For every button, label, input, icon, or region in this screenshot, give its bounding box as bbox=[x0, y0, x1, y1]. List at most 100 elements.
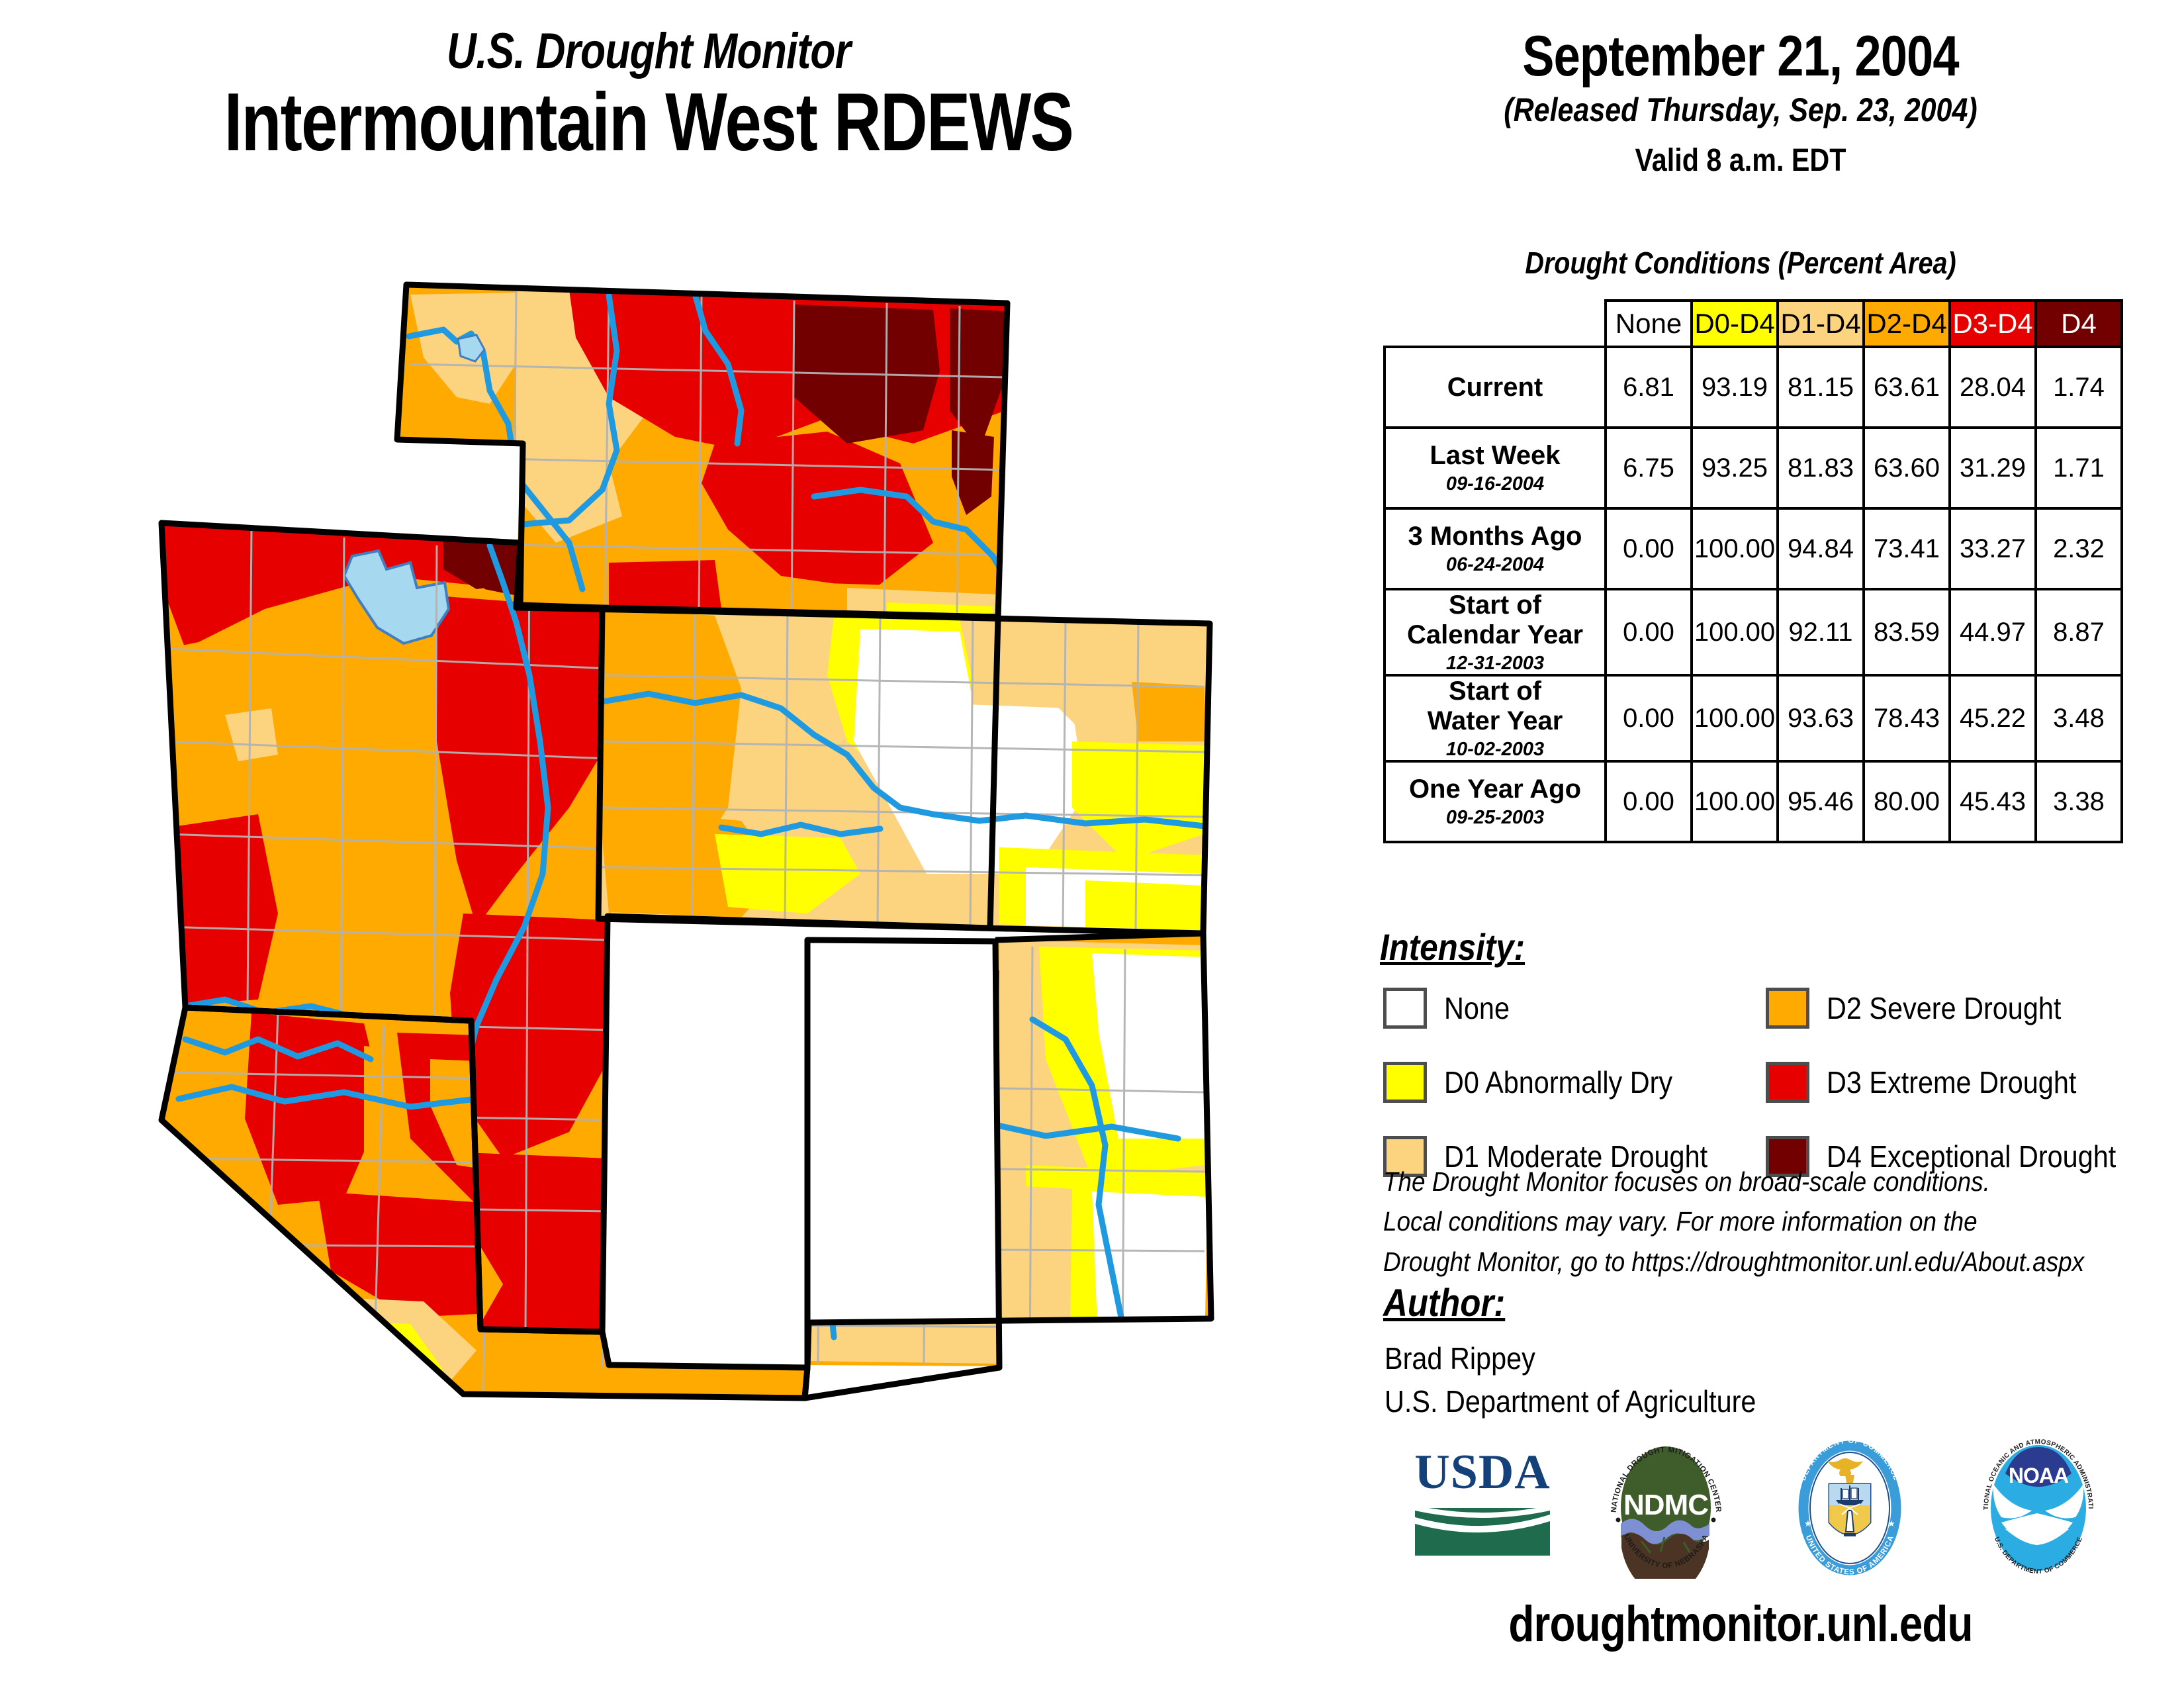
table-cell-value: 0.00 bbox=[1604, 507, 1693, 590]
table-cell-value: 45.43 bbox=[1948, 760, 2037, 844]
released-date: (Released Thursday, Sep. 23, 2004) bbox=[1504, 91, 1978, 129]
svg-text:★: ★ bbox=[1888, 1519, 1895, 1528]
legend-swatch-d0 bbox=[1383, 1062, 1427, 1103]
row-label-line: Calendar Year bbox=[1406, 620, 1584, 649]
col-header-d4: D4 bbox=[2034, 299, 2123, 348]
table-cell-value: 100.00 bbox=[1690, 760, 1779, 844]
legend-swatch-none bbox=[1383, 988, 1427, 1029]
col-header-none: None bbox=[1604, 299, 1693, 348]
table-cell-value: 94.84 bbox=[1776, 507, 1865, 590]
col-header-d0-d4: D0-D4 bbox=[1690, 299, 1779, 348]
table-row: Current 6.81 93.19 81.15 63.61 28.04 1.74 bbox=[1383, 346, 2123, 429]
date-block: September 21, 2004 (Released Thursday, S… bbox=[1297, 26, 2184, 187]
table-row: One Year Ago 09-25-2003 0.00 100.00 95.46 80.… bbox=[1383, 760, 2123, 844]
legend-swatch-d4 bbox=[1766, 1136, 1809, 1177]
row-label-date: 06-24-2004 bbox=[1445, 554, 1545, 576]
table-cell-value: 8.87 bbox=[2034, 587, 2123, 677]
legend-label-d3: D3 Extreme Drought bbox=[1827, 1065, 2077, 1100]
row-label: Start of Calendar Year 12-31-2003 bbox=[1383, 587, 1607, 677]
legend-item-d3: D3 Extreme Drought bbox=[1766, 1053, 2148, 1112]
table-cell-value: 63.60 bbox=[1862, 426, 1951, 510]
row-label-date: 10-02-2003 bbox=[1445, 738, 1545, 760]
table-cell-value: 63.61 bbox=[1862, 346, 1951, 429]
table-cell-value: 100.00 bbox=[1690, 587, 1779, 677]
row-label: Last Week 09-16-2004 bbox=[1383, 426, 1607, 510]
table-cell-value: 0.00 bbox=[1604, 760, 1693, 844]
disclaimer-line-1: The Drought Monitor focuses on broad-sca… bbox=[1383, 1166, 1990, 1197]
table-cell-value: 100.00 bbox=[1690, 674, 1779, 763]
legend-item-d4: D4 Exceptional Drought bbox=[1766, 1127, 2148, 1186]
legend-label-d4: D4 Exceptional Drought bbox=[1827, 1139, 2116, 1174]
department-of-commerce-logo: DEPARTMENT OF COMMERCE UNITED STATES OF … bbox=[1798, 1437, 1901, 1577]
row-label: Start of Water Year 10-02-2003 bbox=[1383, 674, 1607, 763]
table-row: Last Week 09-16-2004 6.75 93.25 81.83 63.60 31… bbox=[1383, 426, 2123, 510]
table-cell-value: 93.63 bbox=[1776, 674, 1865, 763]
legend-label-d0: D0 Abnormally Dry bbox=[1444, 1065, 1673, 1100]
legend-label-none: None bbox=[1444, 991, 1510, 1025]
table-cell-value: 31.29 bbox=[1948, 426, 2037, 510]
legend-swatch-d2 bbox=[1766, 988, 1809, 1029]
row-label-date: 12-31-2003 bbox=[1445, 652, 1545, 674]
site-url: droughtmonitor.unl.edu bbox=[1508, 1596, 1973, 1652]
table-cell-value: 93.25 bbox=[1690, 426, 1779, 510]
disclaimer-text: The Drought Monitor focuses on broad-sca… bbox=[1383, 1162, 2098, 1282]
table-cell-value: 3.48 bbox=[2034, 674, 2123, 763]
table-cell-value: 100.00 bbox=[1690, 507, 1779, 590]
table-cell-value: 0.00 bbox=[1604, 587, 1693, 677]
table-cell-value: 45.22 bbox=[1948, 674, 2037, 763]
valid-time: Valid 8 a.m. EDT bbox=[1635, 142, 1846, 178]
table-cell-value: 1.71 bbox=[2034, 426, 2123, 510]
row-label-date: 09-25-2003 bbox=[1445, 807, 1545, 829]
table-cell-value: 78.43 bbox=[1862, 674, 1951, 763]
row-label-line: 3 Months Ago bbox=[1408, 522, 1582, 551]
disclaimer-line-3: Drought Monitor, go to https://droughtmo… bbox=[1383, 1246, 2085, 1277]
table-cell-value: 3.38 bbox=[2034, 760, 2123, 844]
row-label-date: 09-16-2004 bbox=[1445, 473, 1545, 495]
table-row: Start of Water Year 10-02-2003 0.00 100.00 93… bbox=[1383, 674, 2123, 763]
logo-row: USDA NDMC NATIONAL DROUGHT MITIGATION CE… bbox=[1390, 1436, 2131, 1589]
table-cell-value: 1.74 bbox=[2034, 346, 2123, 429]
legend-item-d1: D1 Moderate Drought bbox=[1383, 1127, 1737, 1186]
svg-text:NDMC: NDMC bbox=[1623, 1489, 1708, 1521]
legend-label-d2: D2 Severe Drought bbox=[1827, 991, 2062, 1025]
ndmc-logo: NDMC NATIONAL DROUGHT MITIGATION CENTER … bbox=[1610, 1446, 1722, 1579]
table-cell-value: 6.75 bbox=[1604, 426, 1693, 510]
map-state-colorado bbox=[598, 608, 1210, 933]
table-row: Start of Calendar Year 12-31-2003 0.00 100.0… bbox=[1383, 587, 2123, 677]
row-label-line: Water Year bbox=[1427, 706, 1563, 735]
table-cell-value: 6.81 bbox=[1604, 346, 1693, 429]
newmexico-internal-border bbox=[801, 937, 1003, 1401]
author-title: Author: bbox=[1383, 1282, 1506, 1325]
table-cell-value: 2.32 bbox=[2034, 507, 2123, 590]
svg-text:★: ★ bbox=[1804, 1519, 1812, 1528]
table-cell-value: 0.00 bbox=[1604, 674, 1693, 763]
legend-item-none: None bbox=[1383, 978, 1737, 1038]
table-cell-value: 44.97 bbox=[1948, 587, 2037, 677]
row-label: 3 Months Ago 06-24-2004 bbox=[1383, 507, 1607, 590]
legend-column-right: D2 Severe Drought D3 Extreme Drought D4 … bbox=[1766, 978, 2148, 1201]
row-label: Current bbox=[1383, 346, 1607, 429]
intensity-title: Intensity: bbox=[1380, 926, 1525, 968]
legend-swatch-d1 bbox=[1383, 1136, 1427, 1177]
table-cell-value: 95.46 bbox=[1776, 760, 1865, 844]
table-cell-value: 80.00 bbox=[1862, 760, 1951, 844]
valid-date: September 21, 2004 bbox=[1522, 24, 1959, 88]
table-cell-value: 83.59 bbox=[1862, 587, 1951, 677]
legend-swatch-d3 bbox=[1766, 1062, 1809, 1103]
col-header-d2-d4: D2-D4 bbox=[1862, 299, 1951, 348]
row-label-line: Current bbox=[1447, 372, 1543, 402]
legend-item-d2: D2 Severe Drought bbox=[1766, 978, 2148, 1038]
table-cell-value: 93.19 bbox=[1690, 346, 1779, 429]
legend-item-d0: D0 Abnormally Dry bbox=[1383, 1053, 1737, 1112]
row-label-line: Start of bbox=[1449, 590, 1541, 620]
author-name: Brad Rippey bbox=[1385, 1341, 1535, 1376]
row-label-line: Last Week bbox=[1430, 441, 1561, 471]
usda-logo: USDA bbox=[1414, 1445, 1550, 1556]
legend-column-left: None D0 Abnormally Dry D1 Moderate Droug… bbox=[1383, 978, 1737, 1201]
state-borders bbox=[158, 281, 1214, 1401]
table-caption: Drought Conditions (Percent Area) bbox=[1525, 246, 1956, 280]
row-label: One Year Ago 09-25-2003 bbox=[1383, 760, 1607, 844]
legend-label-d1: D1 Moderate Drought bbox=[1444, 1139, 1708, 1174]
col-header-d1-d4: D1-D4 bbox=[1776, 299, 1865, 348]
svg-text:NOAA: NOAA bbox=[2009, 1464, 2069, 1487]
